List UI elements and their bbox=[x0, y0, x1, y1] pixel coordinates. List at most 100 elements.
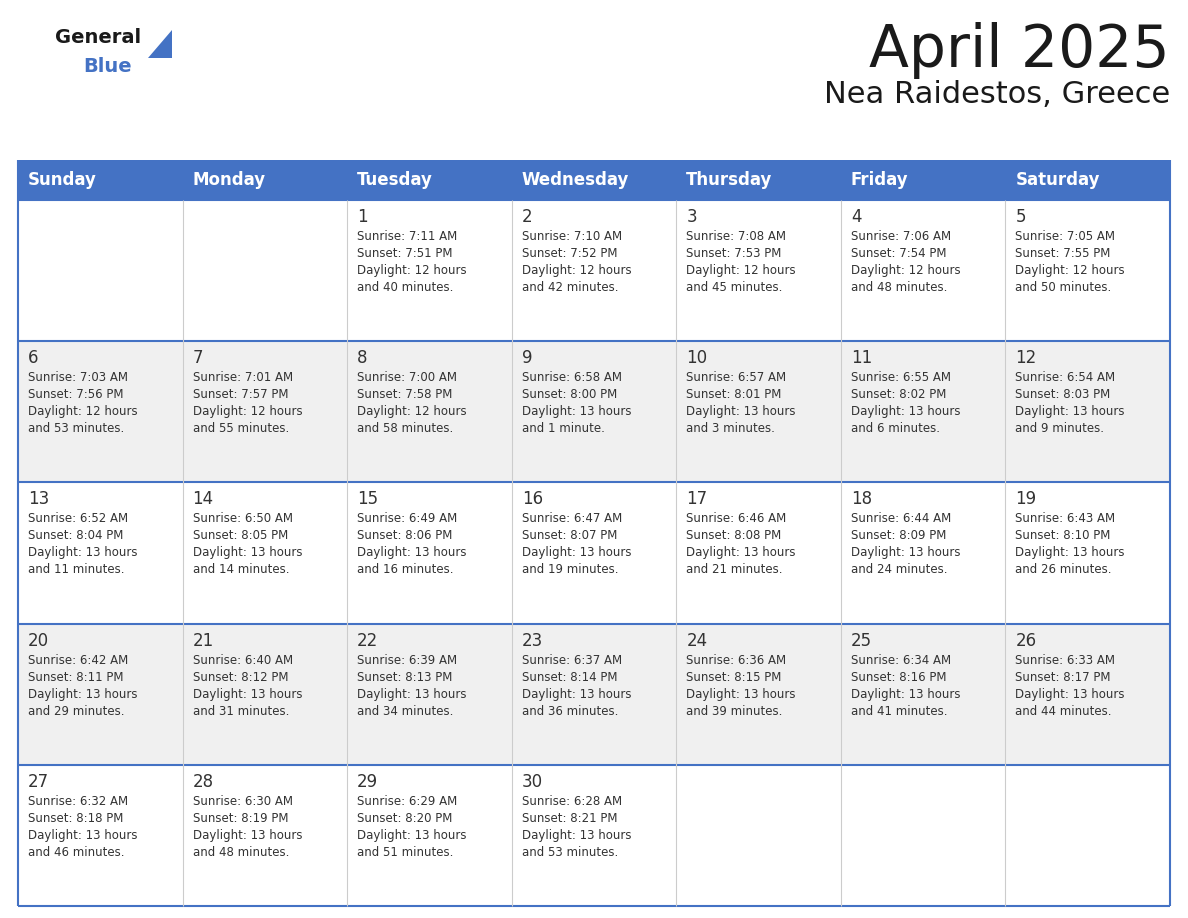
Text: Sunset: 8:21 PM: Sunset: 8:21 PM bbox=[522, 812, 618, 824]
Bar bbox=[1005, 623, 1170, 765]
Bar bbox=[347, 160, 512, 200]
Bar bbox=[347, 341, 512, 482]
Bar bbox=[512, 482, 676, 623]
Text: Sunrise: 6:34 AM: Sunrise: 6:34 AM bbox=[851, 654, 950, 666]
Text: Daylight: 13 hours
and 6 minutes.: Daylight: 13 hours and 6 minutes. bbox=[851, 405, 960, 435]
Text: Sunset: 8:13 PM: Sunset: 8:13 PM bbox=[358, 671, 453, 684]
Text: General: General bbox=[55, 28, 141, 47]
Text: Sunset: 8:14 PM: Sunset: 8:14 PM bbox=[522, 671, 618, 684]
Bar bbox=[1005, 482, 1170, 623]
Bar bbox=[841, 200, 1005, 341]
Bar bbox=[841, 482, 1005, 623]
Text: Sunset: 7:52 PM: Sunset: 7:52 PM bbox=[522, 247, 618, 260]
Text: 10: 10 bbox=[687, 349, 707, 367]
Text: Friday: Friday bbox=[851, 171, 909, 189]
Text: Daylight: 13 hours
and 14 minutes.: Daylight: 13 hours and 14 minutes. bbox=[192, 546, 302, 577]
Bar bbox=[347, 765, 512, 906]
Text: Daylight: 12 hours
and 40 minutes.: Daylight: 12 hours and 40 minutes. bbox=[358, 264, 467, 294]
Bar bbox=[183, 765, 347, 906]
Text: Sunrise: 6:36 AM: Sunrise: 6:36 AM bbox=[687, 654, 786, 666]
Text: Sunrise: 6:55 AM: Sunrise: 6:55 AM bbox=[851, 371, 950, 385]
Text: 15: 15 bbox=[358, 490, 378, 509]
Text: 22: 22 bbox=[358, 632, 379, 650]
Text: Sunset: 8:15 PM: Sunset: 8:15 PM bbox=[687, 671, 782, 684]
Text: Sunset: 8:10 PM: Sunset: 8:10 PM bbox=[1016, 530, 1111, 543]
Text: Daylight: 13 hours
and 36 minutes.: Daylight: 13 hours and 36 minutes. bbox=[522, 688, 631, 718]
Bar bbox=[18, 200, 183, 341]
Text: Daylight: 13 hours
and 24 minutes.: Daylight: 13 hours and 24 minutes. bbox=[851, 546, 960, 577]
Text: 17: 17 bbox=[687, 490, 707, 509]
Bar bbox=[1005, 765, 1170, 906]
Text: 3: 3 bbox=[687, 208, 697, 226]
Text: Nea Raidestos, Greece: Nea Raidestos, Greece bbox=[823, 80, 1170, 109]
Text: 30: 30 bbox=[522, 773, 543, 790]
Bar bbox=[18, 482, 183, 623]
Text: Daylight: 13 hours
and 3 minutes.: Daylight: 13 hours and 3 minutes. bbox=[687, 405, 796, 435]
Bar bbox=[512, 160, 676, 200]
Bar bbox=[512, 765, 676, 906]
Text: Sunset: 8:05 PM: Sunset: 8:05 PM bbox=[192, 530, 287, 543]
Text: Daylight: 13 hours
and 29 minutes.: Daylight: 13 hours and 29 minutes. bbox=[29, 688, 138, 718]
Text: Daylight: 12 hours
and 58 minutes.: Daylight: 12 hours and 58 minutes. bbox=[358, 405, 467, 435]
Text: Daylight: 13 hours
and 48 minutes.: Daylight: 13 hours and 48 minutes. bbox=[192, 829, 302, 859]
Text: Sunset: 8:09 PM: Sunset: 8:09 PM bbox=[851, 530, 946, 543]
Text: Sunrise: 6:39 AM: Sunrise: 6:39 AM bbox=[358, 654, 457, 666]
Bar bbox=[1005, 160, 1170, 200]
Text: 7: 7 bbox=[192, 349, 203, 367]
Text: April 2025: April 2025 bbox=[870, 22, 1170, 79]
Text: 13: 13 bbox=[29, 490, 49, 509]
Text: 19: 19 bbox=[1016, 490, 1037, 509]
Bar bbox=[512, 623, 676, 765]
Bar bbox=[1005, 341, 1170, 482]
Text: Sunset: 8:18 PM: Sunset: 8:18 PM bbox=[29, 812, 124, 824]
Text: Daylight: 13 hours
and 19 minutes.: Daylight: 13 hours and 19 minutes. bbox=[522, 546, 631, 577]
Bar bbox=[676, 765, 841, 906]
Bar bbox=[18, 341, 183, 482]
Text: Sunset: 8:02 PM: Sunset: 8:02 PM bbox=[851, 388, 946, 401]
Text: Sunrise: 6:32 AM: Sunrise: 6:32 AM bbox=[29, 795, 128, 808]
Text: Sunset: 8:03 PM: Sunset: 8:03 PM bbox=[1016, 388, 1111, 401]
Bar bbox=[676, 341, 841, 482]
Text: Sunrise: 6:50 AM: Sunrise: 6:50 AM bbox=[192, 512, 292, 525]
Text: Thursday: Thursday bbox=[687, 171, 772, 189]
Text: Daylight: 13 hours
and 53 minutes.: Daylight: 13 hours and 53 minutes. bbox=[522, 829, 631, 859]
Text: Sunrise: 6:58 AM: Sunrise: 6:58 AM bbox=[522, 371, 621, 385]
Text: Sunset: 8:16 PM: Sunset: 8:16 PM bbox=[851, 671, 947, 684]
Text: Daylight: 13 hours
and 9 minutes.: Daylight: 13 hours and 9 minutes. bbox=[1016, 405, 1125, 435]
Bar bbox=[676, 200, 841, 341]
Text: Daylight: 13 hours
and 44 minutes.: Daylight: 13 hours and 44 minutes. bbox=[1016, 688, 1125, 718]
Bar bbox=[18, 160, 183, 200]
Text: Daylight: 12 hours
and 45 minutes.: Daylight: 12 hours and 45 minutes. bbox=[687, 264, 796, 294]
Bar bbox=[183, 160, 347, 200]
Bar bbox=[841, 623, 1005, 765]
Text: 2: 2 bbox=[522, 208, 532, 226]
Text: Daylight: 13 hours
and 41 minutes.: Daylight: 13 hours and 41 minutes. bbox=[851, 688, 960, 718]
Text: Wednesday: Wednesday bbox=[522, 171, 630, 189]
Text: Sunrise: 6:28 AM: Sunrise: 6:28 AM bbox=[522, 795, 621, 808]
Text: Sunrise: 6:33 AM: Sunrise: 6:33 AM bbox=[1016, 654, 1116, 666]
Text: 8: 8 bbox=[358, 349, 367, 367]
Text: Sunrise: 7:03 AM: Sunrise: 7:03 AM bbox=[29, 371, 128, 385]
Bar bbox=[841, 160, 1005, 200]
Text: 9: 9 bbox=[522, 349, 532, 367]
Text: 1: 1 bbox=[358, 208, 368, 226]
Text: Daylight: 13 hours
and 21 minutes.: Daylight: 13 hours and 21 minutes. bbox=[687, 546, 796, 577]
Text: Sunrise: 7:06 AM: Sunrise: 7:06 AM bbox=[851, 230, 950, 243]
Text: Sunrise: 6:47 AM: Sunrise: 6:47 AM bbox=[522, 512, 623, 525]
Text: Sunset: 8:20 PM: Sunset: 8:20 PM bbox=[358, 812, 453, 824]
Text: Sunrise: 6:49 AM: Sunrise: 6:49 AM bbox=[358, 512, 457, 525]
Text: Sunset: 8:19 PM: Sunset: 8:19 PM bbox=[192, 812, 287, 824]
Text: Daylight: 12 hours
and 48 minutes.: Daylight: 12 hours and 48 minutes. bbox=[851, 264, 960, 294]
Bar bbox=[347, 200, 512, 341]
Text: Daylight: 13 hours
and 11 minutes.: Daylight: 13 hours and 11 minutes. bbox=[29, 546, 138, 577]
Bar bbox=[512, 341, 676, 482]
Text: Sunset: 8:04 PM: Sunset: 8:04 PM bbox=[29, 530, 124, 543]
Bar bbox=[18, 765, 183, 906]
Text: Sunrise: 6:30 AM: Sunrise: 6:30 AM bbox=[192, 795, 292, 808]
Text: Sunset: 7:55 PM: Sunset: 7:55 PM bbox=[1016, 247, 1111, 260]
Bar bbox=[347, 623, 512, 765]
Text: Monday: Monday bbox=[192, 171, 266, 189]
Text: 21: 21 bbox=[192, 632, 214, 650]
Text: Sunrise: 7:01 AM: Sunrise: 7:01 AM bbox=[192, 371, 292, 385]
Text: Tuesday: Tuesday bbox=[358, 171, 432, 189]
